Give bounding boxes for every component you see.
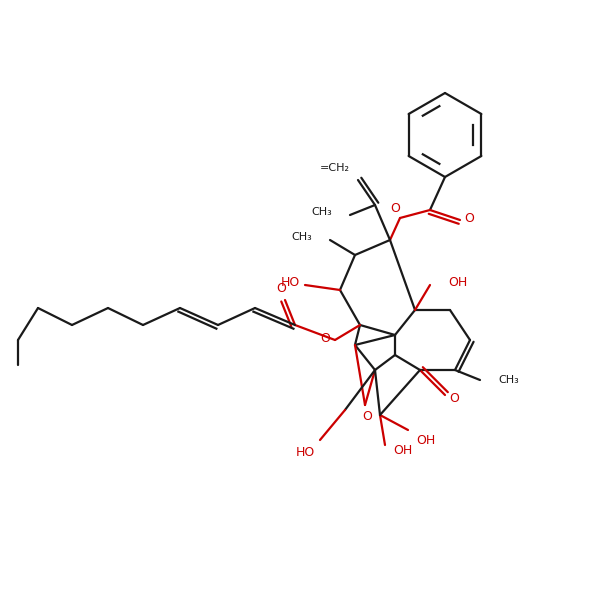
Text: O: O: [276, 281, 286, 295]
Text: OH: OH: [416, 433, 435, 446]
Text: HO: HO: [281, 277, 300, 289]
Text: O: O: [320, 331, 330, 344]
Text: OH: OH: [393, 443, 412, 457]
Text: =CH₂: =CH₂: [320, 163, 350, 173]
Text: OH: OH: [448, 275, 467, 289]
Text: HO: HO: [296, 445, 315, 458]
Text: O: O: [449, 391, 459, 404]
Text: O: O: [362, 410, 372, 424]
Text: O: O: [464, 211, 474, 224]
Text: CH₃: CH₃: [498, 375, 519, 385]
Text: CH₃: CH₃: [291, 232, 312, 242]
Text: CH₃: CH₃: [311, 207, 332, 217]
Text: O: O: [390, 202, 400, 215]
